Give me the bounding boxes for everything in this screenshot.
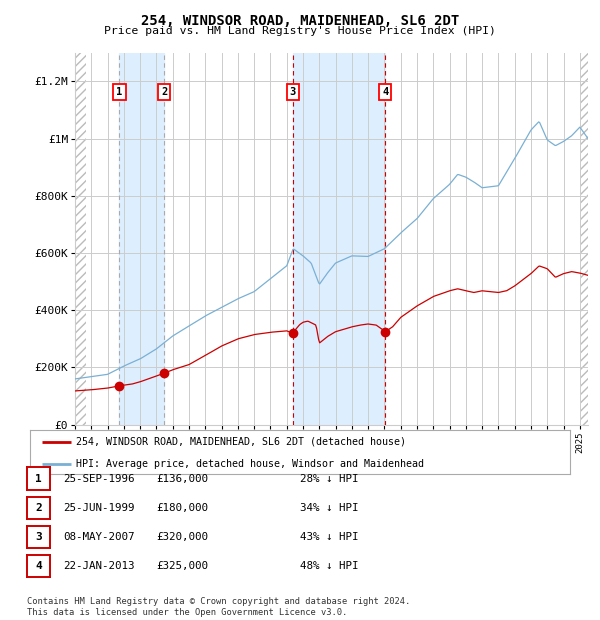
Text: 2: 2	[35, 503, 42, 513]
Text: £180,000: £180,000	[156, 503, 208, 513]
Text: 34% ↓ HPI: 34% ↓ HPI	[300, 503, 359, 513]
Text: HPI: Average price, detached house, Windsor and Maidenhead: HPI: Average price, detached house, Wind…	[76, 459, 424, 469]
Text: £320,000: £320,000	[156, 532, 208, 542]
Text: 08-MAY-2007: 08-MAY-2007	[63, 532, 134, 542]
Text: 1: 1	[35, 474, 42, 484]
Text: 254, WINDSOR ROAD, MAIDENHEAD, SL6 2DT (detached house): 254, WINDSOR ROAD, MAIDENHEAD, SL6 2DT (…	[76, 436, 406, 447]
Text: 25-JUN-1999: 25-JUN-1999	[63, 503, 134, 513]
Text: 2: 2	[161, 87, 167, 97]
Text: 3: 3	[289, 87, 296, 97]
Text: 28% ↓ HPI: 28% ↓ HPI	[300, 474, 359, 484]
Bar	[119, 53, 164, 425]
Text: 22-JAN-2013: 22-JAN-2013	[63, 561, 134, 571]
Bar	[75, 53, 86, 425]
Bar	[293, 53, 385, 425]
Text: £136,000: £136,000	[156, 474, 208, 484]
Text: 1: 1	[116, 87, 122, 97]
Text: Contains HM Land Registry data © Crown copyright and database right 2024.
This d: Contains HM Land Registry data © Crown c…	[27, 598, 410, 617]
Text: 25-SEP-1996: 25-SEP-1996	[63, 474, 134, 484]
Text: 48% ↓ HPI: 48% ↓ HPI	[300, 561, 359, 571]
Text: 43% ↓ HPI: 43% ↓ HPI	[300, 532, 359, 542]
Text: 4: 4	[35, 561, 42, 571]
Text: 254, WINDSOR ROAD, MAIDENHEAD, SL6 2DT: 254, WINDSOR ROAD, MAIDENHEAD, SL6 2DT	[141, 14, 459, 28]
Bar	[581, 53, 589, 425]
Text: £325,000: £325,000	[156, 561, 208, 571]
Text: 3: 3	[35, 532, 42, 542]
Text: 4: 4	[382, 87, 389, 97]
Text: Price paid vs. HM Land Registry's House Price Index (HPI): Price paid vs. HM Land Registry's House …	[104, 26, 496, 36]
